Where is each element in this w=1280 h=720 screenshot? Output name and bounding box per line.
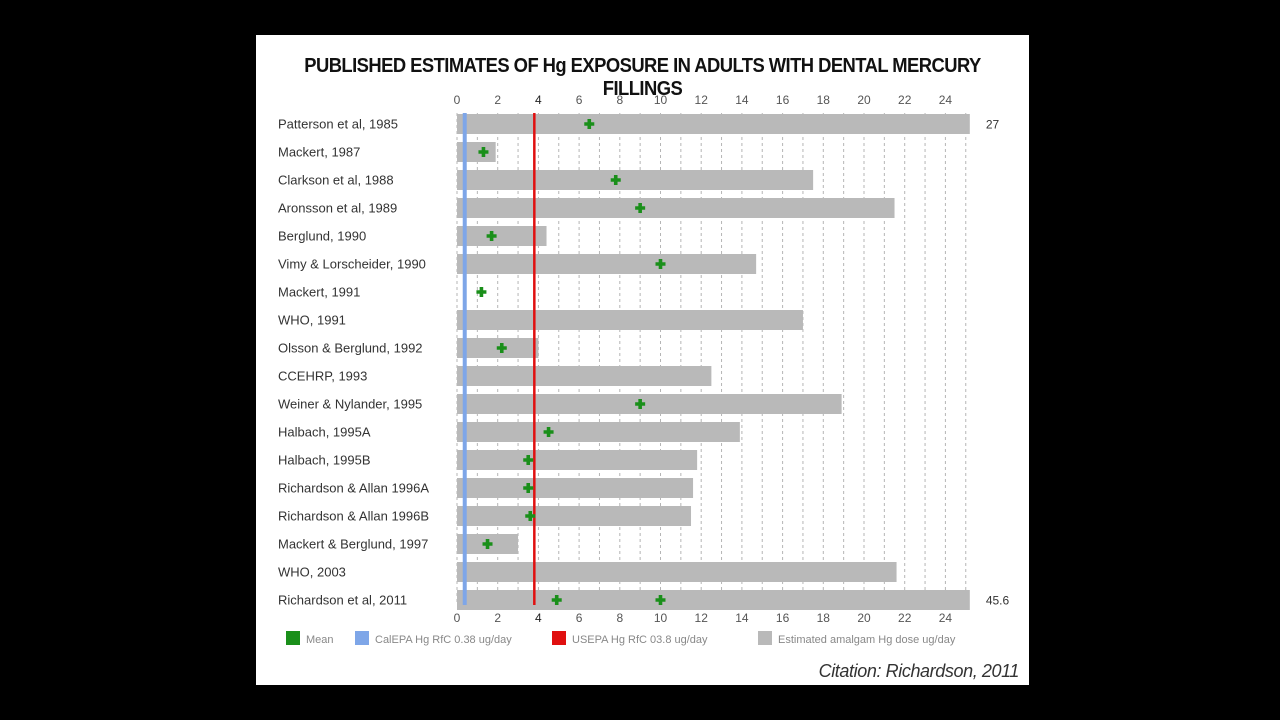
x-tick-label-bottom: 0 <box>454 611 461 625</box>
study-label: WHO, 1991 <box>278 313 346 328</box>
study-label: Berglund, 1990 <box>278 229 366 244</box>
study-label: Patterson et al, 1985 <box>278 117 398 132</box>
x-tick-label-top: 18 <box>817 93 831 107</box>
bar <box>457 366 712 386</box>
x-tick-label-top: 8 <box>616 93 623 107</box>
chart-svg: Patterson et al, 1985 27 Mackert, 1987 Clar… <box>278 93 1010 646</box>
bar <box>457 422 740 442</box>
x-tick-label-bottom: 4 <box>535 611 542 625</box>
study-label: Richardson & Allan 1996B <box>278 509 429 524</box>
mean-marker <box>486 231 497 241</box>
x-tick-label-top: 20 <box>857 93 871 107</box>
x-tick-label-top: 12 <box>695 93 709 107</box>
x-tick-label-bottom: 22 <box>898 611 912 625</box>
study-label: CCEHRP, 1993 <box>278 369 367 384</box>
legend-swatch <box>552 631 566 645</box>
citation: Citation: Richardson, 2011 <box>818 661 1020 681</box>
legend-label: Mean <box>306 634 334 646</box>
x-tick-label-bottom: 12 <box>695 611 709 625</box>
x-tick-label-bottom: 18 <box>817 611 831 625</box>
bar <box>457 590 970 610</box>
study-label: Olsson & Berglund, 1992 <box>278 341 423 356</box>
mean-marker <box>476 287 487 297</box>
x-tick-label-bottom: 8 <box>616 611 623 625</box>
study-label: Halbach, 1995B <box>278 453 371 468</box>
mean-marker <box>523 483 534 494</box>
x-tick-label-bottom: 6 <box>576 611 583 625</box>
bar <box>457 198 895 218</box>
bar <box>457 254 757 274</box>
mean-marker <box>635 203 646 213</box>
bar <box>457 562 897 582</box>
study-label: Halbach, 1995A <box>278 425 371 440</box>
legend-label: Estimated amalgam Hg dose ug/day <box>778 634 956 646</box>
bar <box>457 450 698 470</box>
mean-marker <box>551 595 562 605</box>
legend-label: CalEPA Hg RfC 0.38 ug/day <box>375 634 512 646</box>
mean-marker <box>523 455 534 466</box>
bar-end-label: 45.6 <box>986 594 1010 608</box>
chart-title: PUBLISHED ESTIMATES OF Hg EXPOSURE IN AD… <box>304 55 981 100</box>
study-label: Mackert & Berglund, 1997 <box>278 537 428 552</box>
legend-label: USEPA Hg RfC 03.8 ug/day <box>572 634 708 646</box>
bar <box>457 394 842 414</box>
legend-swatch <box>355 631 369 645</box>
x-tick-label-top: 14 <box>735 93 749 107</box>
x-tick-label-top: 22 <box>898 93 912 107</box>
x-tick-label-top: 10 <box>654 93 668 107</box>
x-tick-label-top: 24 <box>939 93 953 107</box>
x-tick-label-top: 4 <box>535 93 542 107</box>
x-tick-label-bottom: 14 <box>735 611 749 625</box>
mean-marker <box>655 595 666 605</box>
mean-marker <box>584 119 595 129</box>
study-label: Mackert, 1987 <box>278 145 360 160</box>
bar <box>457 170 814 190</box>
study-label: Vimy & Lorscheider, 1990 <box>278 257 426 272</box>
study-label: Clarkson et al, 1988 <box>278 173 394 188</box>
x-tick-label-bottom: 10 <box>654 611 668 625</box>
bar <box>457 478 694 498</box>
mean-marker <box>482 539 493 549</box>
mean-marker <box>635 399 646 410</box>
study-label: Mackert, 1991 <box>278 285 360 300</box>
bar <box>457 226 547 246</box>
mean-marker <box>525 511 536 521</box>
x-tick-label-bottom: 16 <box>776 611 790 625</box>
x-tick-label-top: 2 <box>494 93 501 107</box>
x-tick-label-top: 6 <box>576 93 583 107</box>
mean-marker <box>655 259 666 269</box>
x-tick-label-top: 0 <box>454 93 461 107</box>
study-label: WHO, 2003 <box>278 565 346 580</box>
x-tick-label-top: 16 <box>776 93 790 107</box>
bar <box>457 310 803 330</box>
mean-marker <box>610 175 621 185</box>
legend-swatch <box>286 631 300 645</box>
mean-marker <box>478 147 489 157</box>
bar <box>457 114 970 134</box>
study-label: Aronsson et al, 1989 <box>278 201 397 216</box>
study-label: Weiner & Nylander, 1995 <box>278 397 422 412</box>
study-label: Richardson et al, 2011 <box>278 593 407 608</box>
legend-swatch <box>758 631 772 645</box>
bar-end-label: 27 <box>986 118 1000 132</box>
chart-panel: PUBLISHED ESTIMATES OF Hg EXPOSURE IN AD… <box>256 35 1029 685</box>
x-tick-label-bottom: 2 <box>494 611 501 625</box>
mean-marker <box>543 427 554 438</box>
x-tick-label-bottom: 24 <box>939 611 953 625</box>
bar <box>457 506 692 526</box>
study-label: Richardson & Allan 1996A <box>278 481 429 496</box>
mean-marker <box>496 343 507 354</box>
x-tick-label-bottom: 20 <box>857 611 871 625</box>
